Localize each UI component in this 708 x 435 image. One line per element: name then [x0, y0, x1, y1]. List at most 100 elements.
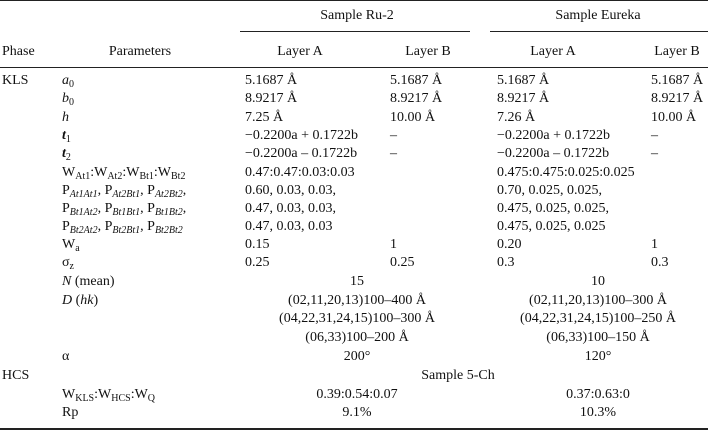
parameter-segment: W [62, 237, 76, 252]
ru2-layer-a-value: 0.47, 0.03, 0.03, [245, 201, 336, 216]
parameter-label: a0 [62, 73, 74, 90]
parameter-segment: Bt2Bt2 [154, 225, 183, 236]
ru2-layer-a-value: 8.9217 Å [245, 91, 298, 106]
eureka-layer-a-value: 0.3 [497, 255, 515, 270]
parameter-label: t1 [62, 128, 71, 145]
eureka-layer-a-value: 5.1687 Å [497, 73, 550, 88]
parameter-segment: , P [97, 201, 113, 216]
header-ru2-layer-b: Layer B [405, 44, 451, 59]
parameter-segment: h [62, 110, 69, 125]
parameter-segment: ( [72, 293, 81, 308]
parameter-segment: (mean) [71, 274, 115, 289]
parameter-segment: 2 [65, 152, 71, 163]
parameter-segment: a [62, 73, 69, 88]
parameter-segment: Bt1At2 [69, 207, 98, 218]
parameter-segment: Bt2 [171, 171, 186, 182]
parameter-segment: 0 [69, 97, 74, 108]
eureka-value: (06,33)100–150 Å [546, 330, 650, 345]
parameter-segment: P [62, 201, 70, 216]
parameter-segment: t [62, 128, 66, 143]
parameter-segment: W [62, 165, 76, 180]
parameter-segment: σ [62, 255, 70, 270]
ru2-layer-b-value: 8.9217 Å [390, 91, 443, 106]
parameter-label: Wa [62, 237, 80, 254]
eureka-layer-a-value: 8.9217 Å [497, 91, 550, 106]
bottom-rule [0, 428, 708, 430]
parameter-segment: , P [140, 183, 155, 198]
eureka-value: 0.37:0.63:0 [566, 387, 630, 402]
eureka-layer-b-value: 5.1687 Å [651, 73, 704, 88]
parameter-segment: N [62, 274, 72, 289]
parameter-segment: W [62, 387, 76, 402]
header-eureka-layer-b: Layer B [654, 44, 700, 59]
eureka-value: (02,11,20,13)100–300 Å [529, 293, 667, 308]
parameter-segment: , P [97, 219, 113, 234]
parameter-label: WAt1:WAt2:WBt1:WBt2 [62, 165, 186, 182]
header-eureka-layer-a: Layer A [530, 44, 576, 59]
header-phase: Phase [2, 44, 35, 59]
eureka-layer-a-value: 0.475:0.475:0.025:0.025 [497, 165, 635, 180]
parameter-label: b0 [62, 91, 74, 108]
parameter-label: D (hk) [62, 293, 98, 309]
parameter-segment: KLS [75, 393, 95, 404]
ru2-layer-a-value: 7.25 Å [245, 110, 284, 125]
ru2-layer-b-value: 5.1687 Å [390, 73, 443, 88]
eureka-layer-b-value: 1 [651, 237, 658, 252]
parameter-segment: , P [97, 183, 113, 198]
ru2-layer-b-value: 10.00 Å [390, 110, 436, 125]
ru2-layer-b-value: 0.25 [390, 255, 415, 270]
parameter-label: σz [62, 255, 74, 272]
parameter-segment: z [69, 261, 74, 272]
parameter-label: N (mean) [62, 274, 115, 290]
parameter-segment: D [62, 293, 73, 308]
parameter-segment: :W [94, 387, 112, 402]
parameter-label: α [62, 349, 69, 365]
parameter-label: PBt1At2, PBt1Bt1, PBt1Bt2, [62, 201, 186, 218]
parameter-segment: a [75, 243, 80, 254]
ru2-rule [240, 31, 470, 32]
eureka-layer-a-value: −0.2200a – 0.1722b [497, 146, 610, 161]
parameter-segment: hk [80, 293, 94, 308]
ru2-value: 0.39:0.54:0.07 [316, 387, 398, 402]
parameter-segment: P [62, 183, 70, 198]
parameter-segment: P [62, 219, 70, 234]
eureka-layer-a-value: 7.26 Å [497, 110, 536, 125]
parameter-segment: HCS [111, 393, 131, 404]
top-rule [0, 0, 708, 1]
parameter-segment: b [62, 91, 69, 106]
parameter-segment: At1At1 [69, 189, 98, 200]
ru2-layer-a-value: 0.15 [245, 237, 270, 252]
parameter-label: h [62, 110, 69, 126]
parameter-segment: At2Bt1 [112, 189, 141, 200]
parameter-segment: , [182, 183, 187, 198]
parameter-segment: Bt2At2 [69, 225, 98, 236]
eureka-layer-a-value: 0.20 [497, 237, 522, 252]
parameter-label: Rp [62, 405, 78, 421]
phase-label: HCS [2, 368, 30, 383]
ru2-layer-a-value: −0.2200a + 0.1722b [245, 128, 359, 143]
parameter-segment: At1 [75, 171, 91, 182]
ru2-layer-a-value: 0.25 [245, 255, 270, 270]
ru2-layer-b-value: – [390, 146, 397, 161]
parameter-segment: 0 [69, 79, 74, 90]
parameter-segment: α [62, 349, 70, 364]
ru2-value: 15 [350, 274, 364, 289]
eureka-layer-b-value: 10.00 Å [651, 110, 697, 125]
eureka-value: 10 [591, 274, 605, 289]
ru2-layer-a-value: 0.47, 0.03, 0.03 [245, 219, 333, 234]
parameter-segment: Bt1 [139, 171, 154, 182]
parameter-segment: , P [140, 219, 155, 234]
eureka-layer-b-value: 0.3 [651, 255, 669, 270]
parameter-label: PBt2At2, PBt2Bt1, PBt2Bt2 [62, 219, 183, 236]
ru2-value: (06,33)100–200 Å [305, 330, 409, 345]
header-sample-ru2: Sample Ru-2 [320, 8, 394, 23]
ru2-value: (04,22,31,24,15)100–300 Å [279, 311, 435, 326]
eureka-layer-b-value: 8.9217 Å [651, 91, 704, 106]
parameter-segment: Rp [62, 405, 79, 420]
phase-label: KLS [2, 73, 29, 88]
eureka-value: 10.3% [579, 405, 617, 420]
parameter-segment: , P [140, 201, 155, 216]
parameter-segment: Bt1Bt2 [154, 207, 183, 218]
sample-5ch-label: Sample 5-Ch [421, 368, 495, 383]
